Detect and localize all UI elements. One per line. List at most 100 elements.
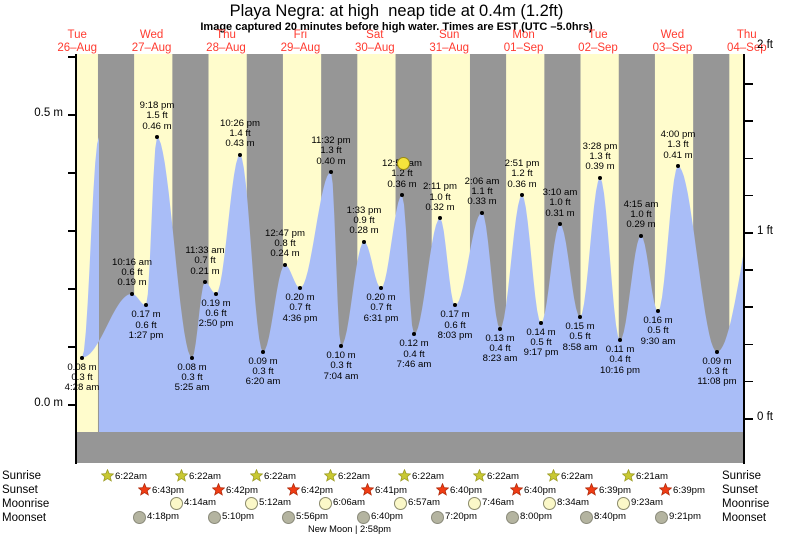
- moonrise-event-6: 9:23am: [617, 497, 663, 511]
- tide-extremum-dot: [261, 349, 265, 354]
- tide-height-m: 0.36 m: [507, 178, 537, 190]
- tide-height-ft: 0.4 ft: [489, 342, 511, 354]
- day-date: 04–Sep: [726, 41, 767, 54]
- tide-height-ft: 0.6 ft: [205, 308, 227, 320]
- moonrise-event-3-time: 6:57am: [408, 497, 440, 508]
- tide-height-m: 0.12 m: [399, 338, 429, 350]
- left-axis-tick-0: 0.5 m: [34, 107, 63, 119]
- tide-extremum-dot: [379, 286, 383, 290]
- sunrise-event-7-icon: [622, 469, 635, 485]
- tide-height-m: 0.33 m: [467, 196, 497, 208]
- tide-extremum-label: 0.13 m 0.4 ft 8:23 am: [458, 333, 542, 365]
- moonrise-event-0: 4:14am: [170, 497, 216, 511]
- axis-tick: [68, 172, 76, 174]
- tide-extremum-dot: [214, 291, 218, 296]
- moonrise-event-3-icon: [394, 497, 407, 511]
- tide-extremum-label: 0.19 m 0.6 ft 2:50 pm: [174, 298, 258, 330]
- tide-extremum-dot: [190, 355, 194, 360]
- tide-height-ft: 1.1 ft: [471, 185, 493, 197]
- right-axis-tick-2: 0 ft: [757, 411, 773, 423]
- tide-extremum-dot: [453, 303, 457, 308]
- moonrise-event-5-icon: [543, 497, 556, 511]
- tide-height-ft: 0.6 ft: [135, 319, 157, 331]
- tide-height-ft: 0.3 ft: [71, 371, 93, 383]
- moonrise-event-0-time: 4:14am: [184, 497, 216, 508]
- sunset-event-7-time: 6:39pm: [673, 485, 705, 496]
- day-header-7: Tue 02–Sep: [558, 29, 638, 54]
- tide-extremum-dot: [480, 210, 484, 215]
- moonrise-event-2-time: 6:06am: [333, 497, 365, 508]
- tide-extremum-label: 0.08 m 0.3 ft 4:28 am: [40, 362, 124, 394]
- sunrise-event-6: 6:22am: [547, 469, 593, 485]
- sunset-event-2: 6:42pm: [287, 483, 333, 499]
- tide-extremum-label: 0.14 m 0.5 ft 9:17 pm: [499, 326, 583, 359]
- sunrise-event-2: 6:22am: [250, 469, 296, 485]
- tide-extremum-label: 11:33 am 0.7 ft 0.21 m: [163, 245, 247, 277]
- tide-extremum-label: 0.17 m 0.6 ft 1:27 pm: [104, 310, 188, 341]
- tide-height-m: 0.19 m: [117, 277, 147, 289]
- day-weekday: Tue: [67, 29, 87, 41]
- sunrise-event-1-time: 6:22am: [189, 471, 221, 482]
- new-moon-marker-icon: [397, 157, 410, 171]
- sunrise-event-3-icon: [324, 469, 337, 485]
- tide-time: 2:06 am: [464, 175, 500, 187]
- sunset-event-6-time: 6:39pm: [599, 485, 631, 496]
- moonrise-event-0-icon: [170, 497, 183, 511]
- moonset-event-5: 8:00pm: [506, 511, 552, 525]
- tide-extremum-dot: [238, 152, 242, 157]
- moonset-event-6: 8:40pm: [580, 511, 626, 525]
- sunset-event-1-icon: [212, 483, 225, 499]
- tide-time: 2:50 pm: [198, 318, 234, 330]
- sunset-event-0-time: 6:43pm: [152, 485, 184, 496]
- tide-extremum-label: 0.17 m 0.6 ft 8:03 pm: [413, 310, 497, 341]
- day-weekday: Thu: [736, 29, 757, 41]
- tide-extremum-label: 0.12 m 0.4 ft 7:46 am: [372, 339, 456, 370]
- tide-time: 11:33 am: [185, 245, 225, 257]
- moonset-event-3-time: 6:40pm: [371, 511, 403, 522]
- tide-extremum-label: 0.11 m 0.4 ft 10:16 pm: [578, 344, 662, 376]
- day-header-3: Fri 29–Aug: [260, 29, 340, 54]
- tide-height-m: 0.14 m: [526, 326, 556, 338]
- moonset-event-0-time: 4:18pm: [147, 511, 179, 522]
- day-header-9: Thu 04–Sep: [707, 29, 787, 54]
- tide-extremum-dot: [676, 164, 680, 169]
- moonrise-event-6-time: 9:23am: [631, 497, 663, 508]
- moonset-event-3-icon: [357, 511, 370, 525]
- sunset-event-5-time: 6:40pm: [524, 485, 556, 496]
- tide-height-m: 0.15 m: [565, 321, 595, 332]
- tide-height-ft: 0.6 ft: [121, 267, 143, 279]
- moonrise-event-1: 5:12am: [245, 497, 291, 511]
- sunrise-event-4: 6:22am: [398, 469, 444, 485]
- moonrise-event-4-icon: [468, 497, 481, 511]
- moonset-event-1-time: 5:10pm: [222, 511, 254, 522]
- tide-height-ft: 0.3 ft: [252, 366, 274, 378]
- sunrise-event-6-time: 6:22am: [561, 471, 593, 482]
- tide-time: 4:36 pm: [282, 312, 318, 324]
- sunset-event-3-time: 6:41pm: [375, 485, 407, 496]
- sunset-event-2-time: 6:42pm: [301, 485, 333, 496]
- tide-height-ft: 0.6 ft: [444, 319, 466, 331]
- day-weekday: Wed: [660, 29, 685, 41]
- axis-tick: [745, 83, 753, 85]
- tide-height-m: 0.29 m: [626, 219, 656, 231]
- row-label-right-sunset: Sunset: [722, 484, 758, 496]
- tide-time: 12:47 pm: [264, 227, 305, 239]
- tide-height-ft: 1.3 ft: [589, 151, 611, 163]
- sunrise-event-2-time: 6:22am: [264, 471, 296, 482]
- tide-extremum-dot: [520, 193, 524, 198]
- tide-height-ft: 0.7 ft: [289, 302, 311, 314]
- day-date: 02–Sep: [578, 41, 618, 54]
- day-weekday: Sun: [438, 29, 460, 41]
- moonset-event-7: 9:21pm: [655, 511, 701, 525]
- tide-extremum-label: 10:26 pm 1.4 ft 0.43 m: [198, 118, 282, 150]
- sunset-event-7-icon: [659, 483, 672, 499]
- tide-time: 2:51 pm: [504, 158, 540, 170]
- moonset-event-6-icon: [580, 511, 593, 525]
- axis-tick: [745, 232, 753, 234]
- tide-curve-svg: [77, 54, 743, 463]
- axis-tick: [68, 346, 76, 348]
- tide-extremum-label: 2:11 pm 1.0 ft 0.32 m: [398, 182, 482, 213]
- tide-extremum-dot: [329, 170, 333, 174]
- moonset-event-3: 6:40pm: [357, 511, 403, 525]
- tide-time: 7:04 am: [323, 370, 359, 382]
